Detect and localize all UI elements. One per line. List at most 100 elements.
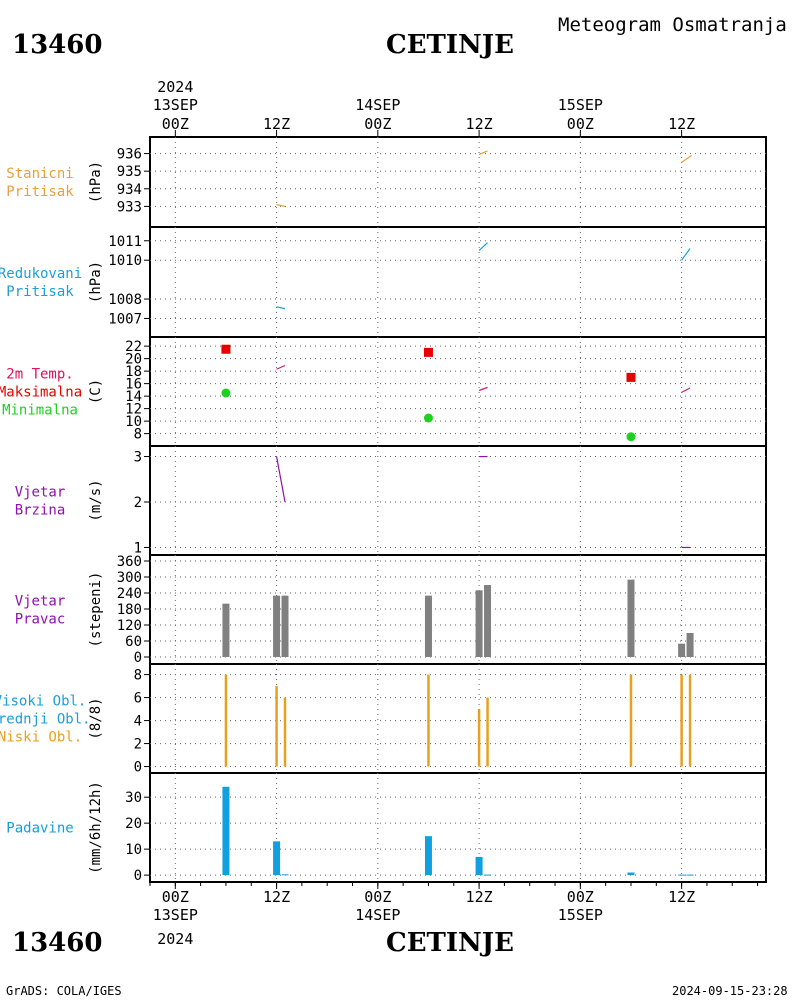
- panel-title-label: Pravac: [15, 612, 66, 628]
- data-bar: [686, 874, 694, 876]
- panel-frame-oblaci: [149, 663, 767, 774]
- panel-frame-padavine: [149, 772, 767, 883]
- top-year-label: 2024: [157, 78, 193, 96]
- data-bar: [273, 595, 281, 657]
- series-segment: [681, 154, 693, 163]
- max-temp-marker: [423, 347, 433, 357]
- bottom-year-label: 2024: [157, 930, 193, 948]
- top-hour-label: 12Z: [263, 115, 290, 133]
- top-hour-label: 00Z: [364, 115, 391, 133]
- y-tick-label: 12: [125, 402, 142, 418]
- station-name-bottom: CETINJE: [386, 928, 514, 958]
- y-tick-label: 10: [125, 842, 142, 858]
- y-axis-label: (8/8): [88, 697, 104, 739]
- top-date-label: 14SEP: [355, 96, 400, 114]
- station-id-top: 13460: [12, 30, 103, 60]
- y-tick-label: 936: [117, 147, 142, 163]
- bottom-hour-label: 12Z: [668, 888, 695, 906]
- data-bar: [273, 841, 281, 876]
- bottom-hour-label: 12Z: [466, 888, 493, 906]
- panel-title-label: Vjetar: [15, 594, 66, 610]
- panel-title-label: Visoki Obl.: [0, 694, 86, 710]
- series-segment: [478, 386, 488, 392]
- panel-title-label: Padavine: [6, 821, 73, 837]
- y-tick-label: 20: [125, 816, 142, 832]
- y-tick-label: 8: [134, 668, 142, 684]
- data-bar: [629, 674, 633, 767]
- meteogram-subtitle: Meteogram Osmatranja: [558, 14, 787, 36]
- y-tick-label: 120: [117, 618, 142, 634]
- data-bar: [475, 590, 483, 657]
- series-segment: [478, 242, 488, 251]
- data-bar: [688, 674, 692, 767]
- y-axis-label: (hPa): [88, 261, 104, 303]
- credit-text: GrADS: COLA/IGES: [6, 984, 122, 998]
- panel-title-label: Pritisak: [6, 184, 74, 200]
- panel-frame-vjetar_brzina: [149, 445, 767, 556]
- bottom-hour-label: 00Z: [567, 888, 594, 906]
- bottom-date-label: 13SEP: [153, 906, 198, 924]
- y-tick-label: 22: [125, 339, 142, 355]
- data-bar: [484, 874, 492, 876]
- y-axis-label: (mm/6h/12h): [88, 781, 104, 874]
- y-tick-label: 1: [134, 540, 142, 556]
- y-tick-label: 240: [117, 586, 142, 602]
- data-bar: [678, 874, 686, 876]
- y-tick-label: 0: [134, 650, 142, 666]
- y-tick-label: 20: [125, 352, 142, 368]
- data-bar: [424, 836, 432, 876]
- y-tick-label: 934: [117, 182, 142, 198]
- top-hour-label: 12Z: [668, 115, 695, 133]
- y-tick-label: 935: [117, 164, 142, 180]
- panel-title-label: Vjetar: [15, 485, 66, 501]
- series-segment: [276, 306, 286, 310]
- top-date-label: 15SEP: [558, 96, 603, 114]
- panel-title-label: Minimalna: [2, 403, 78, 419]
- panel-frame-redukovani_pritisak: [149, 226, 767, 338]
- data-bar: [475, 856, 483, 876]
- panel-frame-temperatura: [149, 336, 767, 447]
- panel-frame-vjetar_pravac: [149, 554, 767, 665]
- bottom-hour-label: 00Z: [162, 888, 189, 906]
- station-name-top: CETINJE: [386, 30, 514, 60]
- y-tick-label: 6: [134, 691, 142, 707]
- data-bar: [484, 585, 492, 657]
- y-tick-label: 2: [134, 495, 142, 511]
- max-temp-marker: [221, 344, 231, 354]
- data-bar: [281, 874, 289, 876]
- y-tick-label: 3: [134, 450, 142, 466]
- y-tick-label: 8: [134, 427, 142, 443]
- panel-title-label: Niski Obl.: [0, 730, 82, 746]
- bottom-hour-label: 12Z: [263, 888, 290, 906]
- y-axis-label: (stepeni): [88, 572, 104, 648]
- series-segment: [478, 150, 488, 155]
- y-tick-label: 4: [134, 714, 142, 730]
- y-tick-label: 2: [134, 737, 142, 753]
- panel-title-label: Srednji Obl.: [0, 712, 91, 728]
- y-tick-label: 300: [117, 570, 142, 586]
- data-bar: [678, 643, 686, 657]
- series-segment: [276, 204, 286, 207]
- top-hour-label: 12Z: [466, 115, 493, 133]
- panel-frame-stanicni_pritisak: [149, 136, 767, 228]
- y-tick-label: 933: [117, 199, 142, 215]
- y-tick-label: 16: [125, 377, 142, 393]
- y-tick-label: 1010: [108, 253, 142, 269]
- data-bar: [424, 595, 432, 657]
- y-tick-label: 1007: [108, 311, 142, 327]
- y-tick-label: 14: [125, 389, 142, 405]
- data-bar: [275, 686, 278, 767]
- panel-title-label: 2m Temp.: [6, 367, 73, 383]
- bottom-hour-label: 00Z: [364, 888, 391, 906]
- series-segment: [276, 364, 286, 370]
- y-tick-label: 1011: [108, 234, 142, 250]
- y-tick-label: 0: [134, 760, 142, 776]
- min-temp-marker: [626, 432, 636, 442]
- min-temp-marker: [423, 413, 433, 423]
- y-tick-label: 0: [134, 868, 142, 884]
- panel-title-label: Stanicni: [6, 166, 73, 182]
- series-segment: [681, 387, 691, 393]
- data-bar: [283, 697, 287, 767]
- y-tick-label: 1008: [108, 292, 142, 308]
